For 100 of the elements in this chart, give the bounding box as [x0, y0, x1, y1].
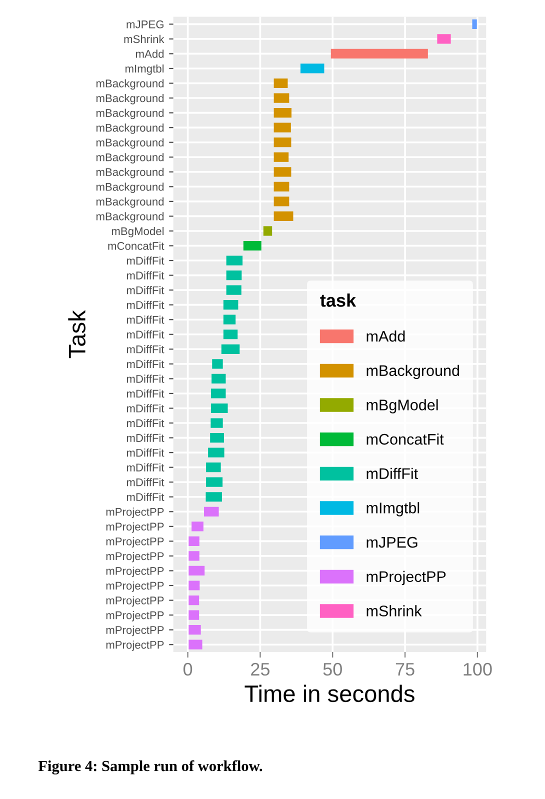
legend-label: mBgModel — [366, 399, 438, 414]
y-tick-label: mProjectPP — [106, 566, 164, 578]
bar — [274, 108, 292, 118]
bar — [274, 211, 294, 222]
legend-title: task — [320, 294, 356, 307]
bar — [274, 138, 292, 148]
bar — [223, 314, 236, 324]
legend-label: mProjectPP — [366, 570, 446, 586]
bar — [188, 625, 201, 635]
bar — [274, 196, 290, 206]
y-tick-label: mBackground — [96, 197, 164, 208]
bar — [188, 640, 202, 650]
bar — [226, 256, 243, 266]
y-tick-label: mDiffFit — [126, 300, 164, 309]
y-tick-label: mImgtbl — [126, 64, 164, 75]
bar — [206, 477, 223, 487]
legend-label: mDiffFit — [366, 468, 418, 480]
x-tick-label: 50 — [323, 662, 342, 676]
bar — [192, 522, 204, 532]
y-tick-label: mBackground — [96, 153, 164, 164]
y-tick-label: mDiffFit — [126, 271, 164, 280]
bar — [188, 566, 205, 576]
y-tick-label: mDiffFit — [126, 418, 164, 428]
y-tick-label: mConcatFit — [108, 242, 164, 250]
x-tick-label: 100 — [464, 662, 492, 676]
y-tick-label: mProjectPP — [106, 626, 164, 636]
bar — [226, 285, 242, 295]
bar — [188, 610, 200, 620]
bar — [188, 595, 200, 606]
y-tick-label: mDiffFit — [126, 374, 164, 383]
bar — [243, 240, 262, 251]
bar — [274, 93, 290, 103]
y-tick-label: mBackground — [96, 124, 164, 134]
y-tick-label: mDiffFit — [126, 286, 164, 294]
y-tick-label: mBackground — [96, 168, 164, 178]
y-tick-label: mDiffFit — [126, 404, 164, 412]
bar — [212, 359, 223, 369]
bar — [210, 418, 223, 428]
bar — [226, 270, 242, 280]
y-tick-label: mDiffFit — [126, 492, 164, 501]
y-tick-label: mBackground — [96, 79, 164, 90]
bar — [188, 551, 200, 561]
y-tick-label: mProjectPP — [106, 596, 164, 607]
legend-label: mConcatFit — [366, 433, 444, 445]
y-tick-label: mBackground — [96, 212, 164, 223]
bar — [188, 536, 200, 546]
y-tick-label: mJPEG — [126, 20, 164, 28]
y-tick-label: mDiffFit — [126, 330, 164, 338]
bar — [274, 78, 288, 88]
y-tick-label: mProjectPP — [106, 537, 164, 548]
bar — [223, 330, 238, 340]
y-tick-label: mDiffFit — [126, 463, 164, 472]
bar — [274, 167, 292, 177]
bar — [206, 492, 222, 502]
bar — [188, 580, 200, 590]
y-tick-label: mBgModel — [112, 226, 164, 238]
bar — [274, 152, 289, 162]
y-tick-label: mDiffFit — [126, 434, 164, 442]
legend-label: mJPEG — [366, 536, 418, 548]
x-axis-title: Time in seconds — [244, 684, 414, 702]
y-tick-label: mBackground — [96, 108, 164, 120]
x-tick-label: 75 — [396, 663, 414, 676]
x-tick-label: 25 — [251, 662, 270, 676]
bar — [263, 226, 272, 236]
y-tick-label: mDiffFit — [126, 448, 164, 457]
y-tick-label: mProjectPP — [106, 581, 164, 592]
bar — [223, 300, 238, 310]
y-axis-title: Task — [68, 310, 86, 358]
y-tick-label: mDiffFit — [126, 256, 164, 265]
caption: Figure 4: Sample run of workflow. — [38, 760, 262, 774]
y-tick-label: mDiffFit — [126, 478, 164, 486]
y-tick-label: mProjectPP — [106, 522, 164, 533]
y-tick-label: mProjectPP — [106, 611, 164, 622]
bar — [437, 34, 451, 44]
bar — [210, 403, 228, 414]
y-tick-label: mDiffFit — [126, 316, 164, 324]
y-tick-label: mDiffFit — [126, 389, 164, 398]
y-tick-label: mDiffFit — [126, 360, 164, 368]
legend-label: mImgtbl — [366, 502, 420, 516]
bar — [204, 506, 219, 516]
y-tick-label: mBackground — [96, 182, 164, 193]
bar — [274, 182, 290, 192]
y-tick-label: mProjectPP — [106, 552, 164, 562]
bar — [274, 122, 291, 132]
bar — [300, 64, 324, 74]
bar — [210, 388, 226, 398]
bar — [208, 448, 224, 458]
bar — [206, 462, 221, 472]
legend-label: mAdd — [366, 330, 405, 342]
bar — [330, 48, 428, 59]
legend-label: mBackground — [366, 364, 460, 380]
y-tick-label: mBackground — [96, 138, 164, 149]
y-tick-label: mDiffFit — [126, 345, 164, 354]
y-tick-label: mAdd — [136, 50, 164, 58]
legend-label: mShrink — [366, 605, 422, 616]
bar — [472, 19, 477, 29]
bar — [212, 374, 226, 384]
bar — [210, 432, 224, 443]
y-tick-label: mProjectPP — [106, 640, 164, 651]
y-tick-label: mBackground — [96, 94, 164, 104]
